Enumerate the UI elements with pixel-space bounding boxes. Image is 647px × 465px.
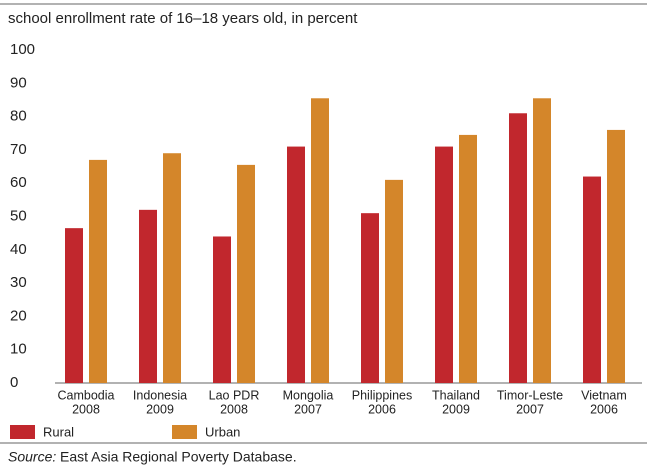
x-tick-label: 2007 (516, 402, 544, 416)
bar (139, 209, 157, 383)
source-label: Source: (8, 449, 56, 465)
x-tick-label: Mongolia (283, 388, 334, 402)
x-tick-label: 2006 (368, 402, 396, 416)
y-tick-label: 30 (10, 274, 27, 291)
y-tick-label: 40 (10, 241, 27, 258)
bar (361, 213, 379, 383)
y-tick-label: 60 (10, 174, 27, 191)
y-tick-label: 10 (10, 341, 27, 358)
bar (533, 98, 551, 383)
x-tick-label: Cambodia (58, 388, 115, 402)
bar (163, 153, 181, 383)
legend-label: Rural (43, 424, 74, 439)
x-tick-label: 2009 (442, 402, 470, 416)
y-tick-label: 20 (10, 307, 27, 324)
x-tick-label: 2006 (590, 402, 618, 416)
legend-swatch (10, 425, 35, 439)
x-tick-label: 2009 (146, 402, 174, 416)
bar (287, 146, 305, 383)
x-tick-label: 2008 (72, 402, 100, 416)
x-tick-label: Timor-Leste (497, 388, 563, 402)
bar (459, 134, 477, 383)
x-tick-label: Lao PDR (209, 388, 260, 402)
y-tick-label: 100 (10, 41, 35, 58)
bar (237, 164, 255, 383)
bar (311, 98, 329, 383)
source: East Asia Regional Poverty Database. (60, 449, 297, 465)
bar (607, 129, 625, 383)
chart-title: school enrollment rate of 16–18 years ol… (8, 10, 358, 27)
x-tick-label: Vietnam (581, 388, 627, 402)
x-tick-label: 2007 (294, 402, 322, 416)
bar (385, 179, 403, 383)
y-tick-label: 80 (10, 108, 27, 125)
x-tick-label: Indonesia (133, 388, 187, 402)
bar (89, 159, 107, 383)
bar (213, 236, 231, 383)
bar (65, 228, 83, 383)
bar (435, 146, 453, 383)
y-tick-label: 90 (10, 74, 27, 91)
bar (509, 113, 527, 384)
x-tick-label: Philippines (352, 388, 412, 402)
y-tick-label: 50 (10, 207, 27, 224)
legend-swatch (172, 425, 197, 439)
y-tick-label: 0 (10, 374, 18, 391)
y-tick-label: 70 (10, 141, 27, 158)
x-tick-label: 2008 (220, 402, 248, 416)
legend-label: Urban (205, 424, 240, 439)
x-tick-label: Thailand (432, 388, 480, 402)
bar (583, 176, 601, 383)
